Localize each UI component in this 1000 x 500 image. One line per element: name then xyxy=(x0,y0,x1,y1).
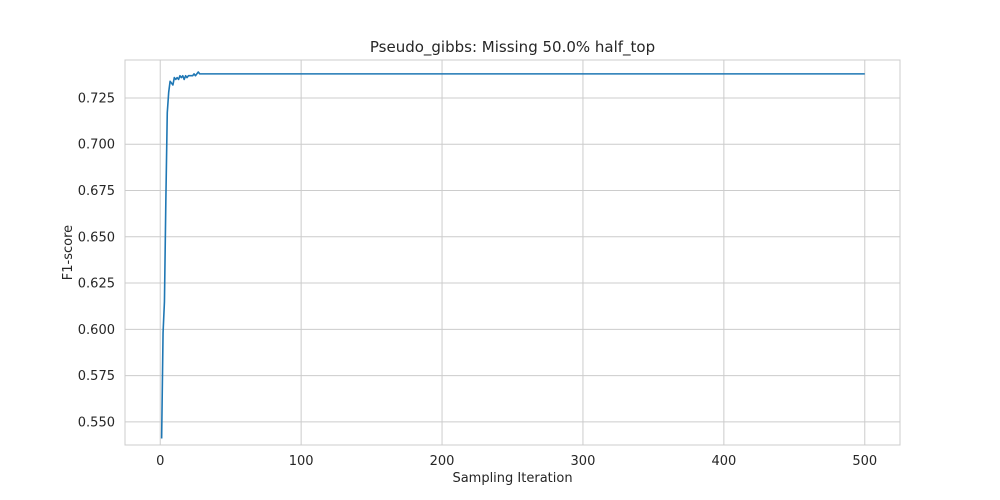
y-tick-labels: 0.550 0.575 0.600 0.625 0.650 0.675 0.700 0.725 xyxy=(78,91,115,430)
x-tick-label: 400 xyxy=(711,454,736,469)
y-tick-label: 0.675 xyxy=(78,184,115,199)
y-tick-label: 0.600 xyxy=(78,323,115,338)
x-tick-label: 100 xyxy=(289,454,314,469)
x-tick-label: 300 xyxy=(571,454,596,469)
y-axis-label: F1-score xyxy=(61,225,76,280)
y-tick-label: 0.725 xyxy=(78,91,115,106)
series-line xyxy=(160,71,865,439)
y-tick-label: 0.575 xyxy=(78,369,115,384)
chart-title: Pseudo_gibbs: Missing 50.0% half_top xyxy=(370,38,655,57)
x-axis-label: Sampling Iteration xyxy=(452,471,572,486)
x-tick-label: 200 xyxy=(430,454,455,469)
y-tick-label: 0.650 xyxy=(78,230,115,245)
y-tick-label: 0.550 xyxy=(78,415,115,430)
grid-layer xyxy=(125,60,900,445)
plot-area xyxy=(124,59,901,446)
x-tick-label: 0 xyxy=(156,454,164,469)
x-tick-labels: 0 100 200 300 400 500 xyxy=(156,454,877,469)
y-tick-label: 0.625 xyxy=(78,277,115,292)
series-layer xyxy=(160,71,865,439)
y-tick-label: 0.700 xyxy=(78,138,115,153)
x-tick-label: 500 xyxy=(852,454,877,469)
